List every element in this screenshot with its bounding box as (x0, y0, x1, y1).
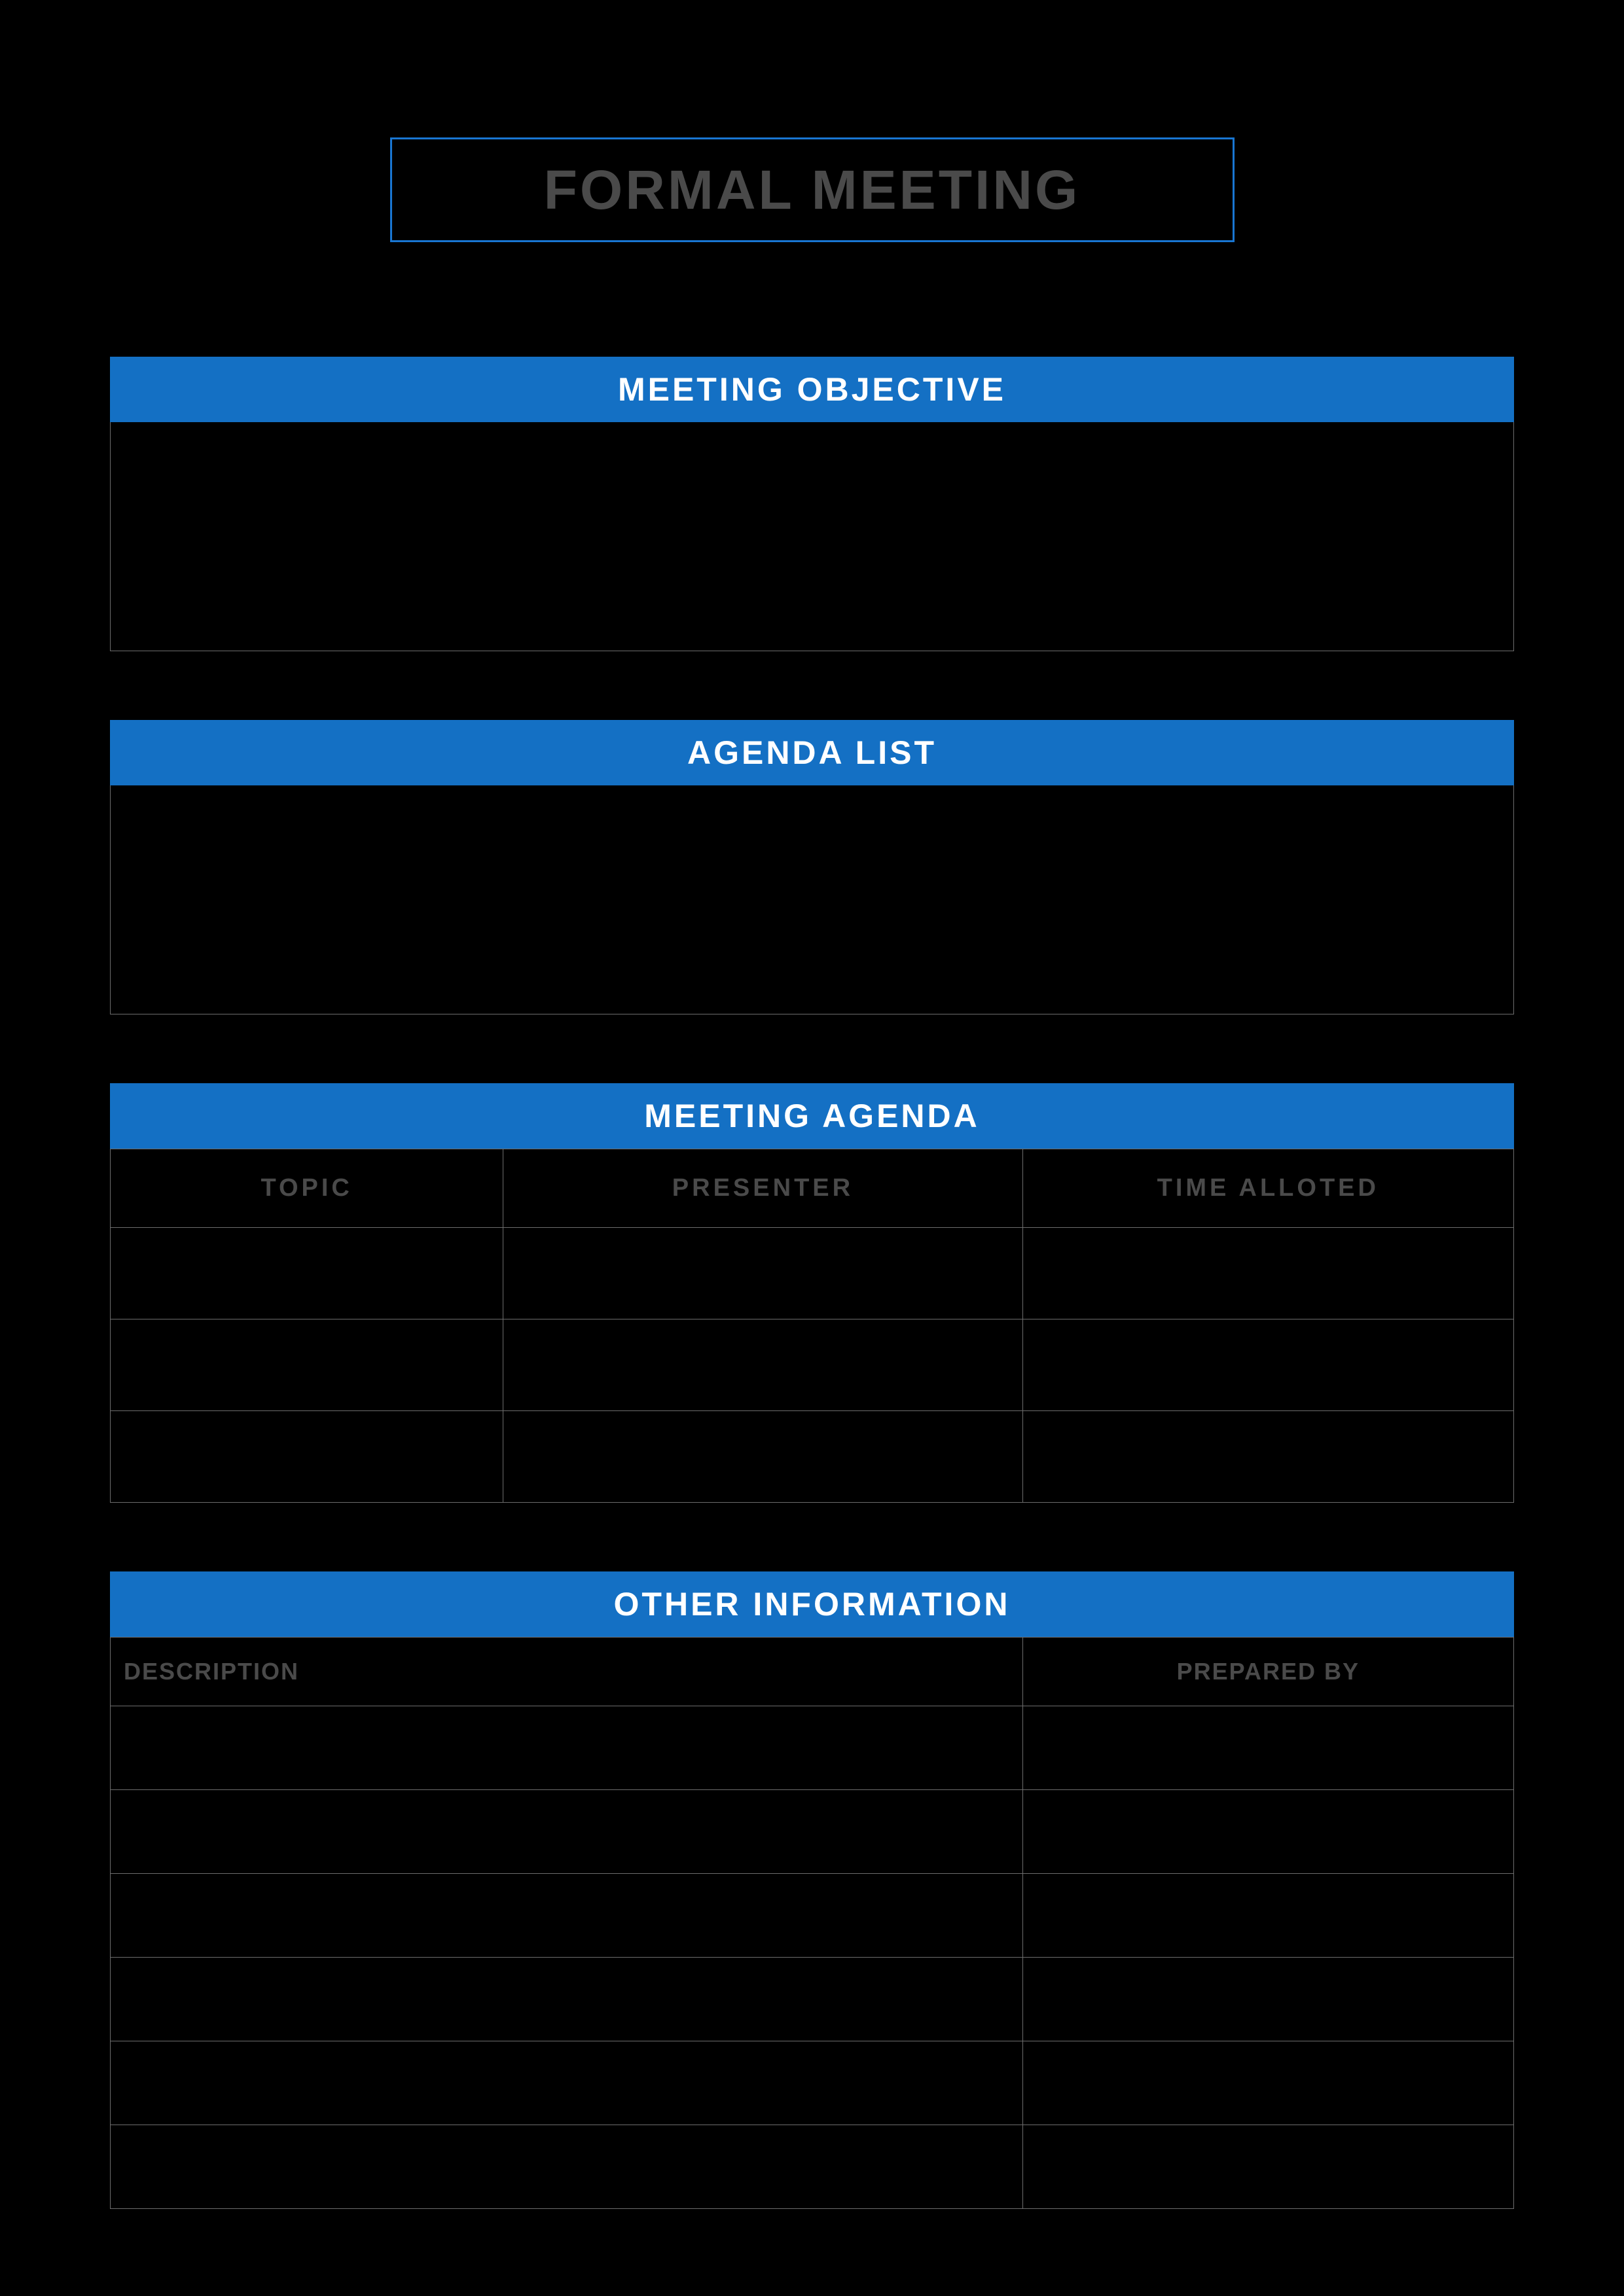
objective-body[interactable] (110, 422, 1514, 651)
cell-description[interactable] (111, 1790, 1023, 1874)
table-header-row: DESCRIPTION PREPARED BY (111, 1638, 1514, 1706)
agenda-list-body[interactable] (110, 785, 1514, 1014)
section-header: MEETING OBJECTIVE (110, 357, 1514, 422)
cell-prepared-by[interactable] (1022, 1874, 1513, 1958)
section-header: MEETING AGENDA (110, 1083, 1514, 1149)
cell-presenter[interactable] (503, 1319, 1022, 1411)
section-meeting-objective: MEETING OBJECTIVE (110, 357, 1514, 651)
section-header-label: OTHER INFORMATION (614, 1585, 1011, 1623)
other-info-table: DESCRIPTION PREPARED BY (110, 1637, 1514, 2209)
cell-description[interactable] (111, 2041, 1023, 2125)
table-row (111, 1790, 1514, 1874)
cell-topic[interactable] (111, 1319, 503, 1411)
column-header-description: DESCRIPTION (111, 1638, 1023, 1706)
cell-prepared-by[interactable] (1022, 1706, 1513, 1790)
table-row (111, 1874, 1514, 1958)
section-other-information: OTHER INFORMATION DESCRIPTION PREPARED B… (110, 1571, 1514, 2209)
column-header-prepared-by: PREPARED BY (1022, 1638, 1513, 1706)
meeting-agenda-table: TOPIC PRESENTER TIME ALLOTED (110, 1149, 1514, 1503)
cell-description[interactable] (111, 2125, 1023, 2209)
section-meeting-agenda: MEETING AGENDA TOPIC PRESENTER TIME ALLO… (110, 1083, 1514, 1503)
section-agenda-list: AGENDA LIST (110, 720, 1514, 1014)
table-row (111, 2125, 1514, 2209)
column-header-topic: TOPIC (111, 1149, 503, 1228)
table-row (111, 1706, 1514, 1790)
table-row (111, 1411, 1514, 1503)
cell-topic[interactable] (111, 1228, 503, 1319)
page-container: FORMAL MEETING MEETING OBJECTIVE AGENDA … (0, 0, 1624, 2296)
section-header: AGENDA LIST (110, 720, 1514, 785)
cell-description[interactable] (111, 1958, 1023, 2041)
cell-topic[interactable] (111, 1411, 503, 1503)
cell-time[interactable] (1022, 1411, 1513, 1503)
cell-prepared-by[interactable] (1022, 2125, 1513, 2209)
cell-prepared-by[interactable] (1022, 1958, 1513, 2041)
cell-prepared-by[interactable] (1022, 1790, 1513, 1874)
title-box: FORMAL MEETING (390, 137, 1235, 242)
table-row (111, 1958, 1514, 2041)
section-header-label: MEETING OBJECTIVE (618, 370, 1006, 408)
section-header-label: MEETING AGENDA (644, 1097, 980, 1135)
column-header-presenter: PRESENTER (503, 1149, 1022, 1228)
cell-description[interactable] (111, 1706, 1023, 1790)
table-header-row: TOPIC PRESENTER TIME ALLOTED (111, 1149, 1514, 1228)
cell-prepared-by[interactable] (1022, 2041, 1513, 2125)
section-header-label: AGENDA LIST (687, 734, 937, 772)
section-header: OTHER INFORMATION (110, 1571, 1514, 1637)
table-row (111, 2041, 1514, 2125)
cell-presenter[interactable] (503, 1228, 1022, 1319)
table-row (111, 1228, 1514, 1319)
page-title: FORMAL MEETING (544, 158, 1081, 222)
cell-time[interactable] (1022, 1319, 1513, 1411)
cell-presenter[interactable] (503, 1411, 1022, 1503)
cell-time[interactable] (1022, 1228, 1513, 1319)
table-row (111, 1319, 1514, 1411)
column-header-time-alloted: TIME ALLOTED (1022, 1149, 1513, 1228)
cell-description[interactable] (111, 1874, 1023, 1958)
